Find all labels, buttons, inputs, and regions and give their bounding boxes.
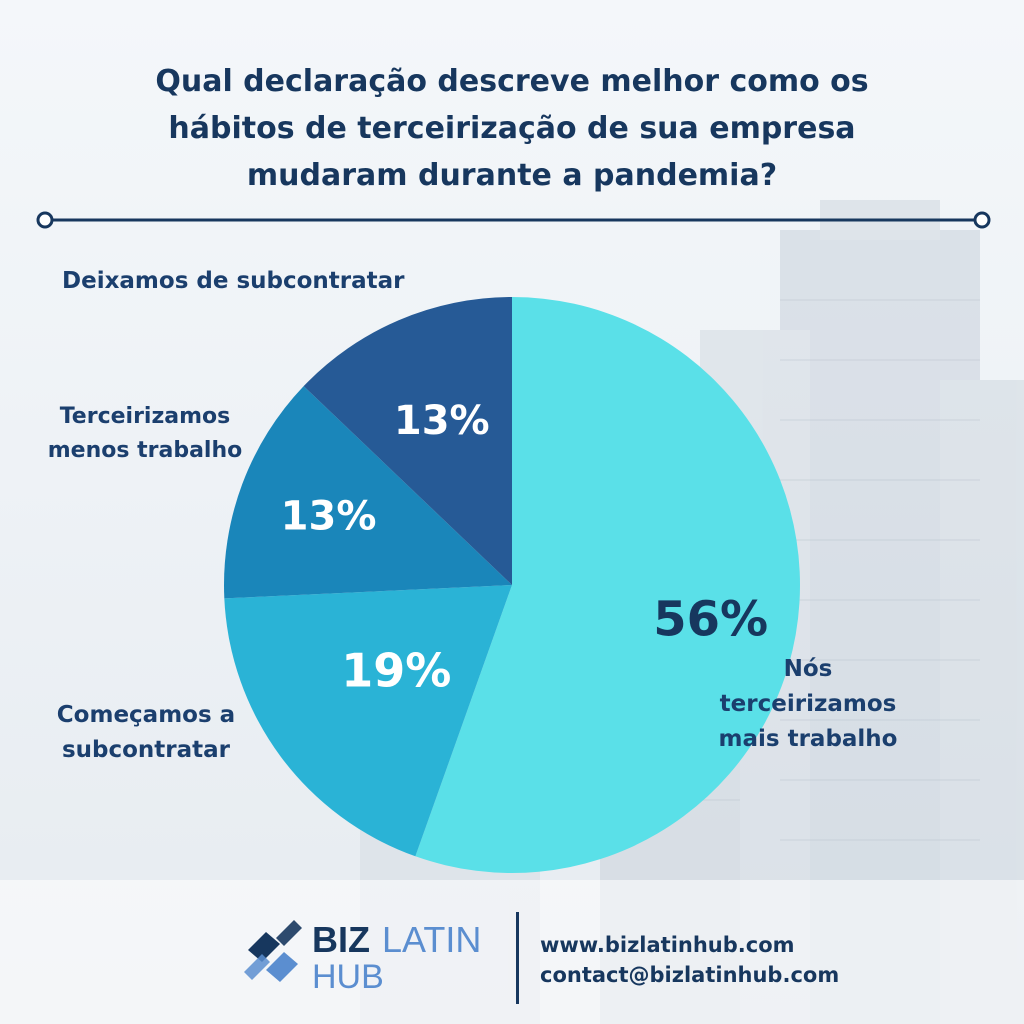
logo-latin: LATIN bbox=[382, 919, 481, 960]
chart-title: Qual declaração descreve melhor como os … bbox=[112, 58, 912, 199]
pie-value-labels: 56% 19% 13% 13% bbox=[281, 398, 768, 698]
label-nos-terceirizamos: Nós terceirizamos mais trabalho bbox=[690, 652, 926, 757]
label-comecamos-line-1: Começamos a bbox=[56, 702, 236, 728]
label-comecamos-line-2: subcontratar bbox=[61, 737, 231, 763]
pie-value-label-1: 19% bbox=[341, 644, 451, 698]
pie-slice-3 bbox=[303, 297, 512, 585]
label-terceirizamos-menos: Terceirizamos menos trabalho bbox=[40, 400, 250, 468]
label-nos-line-1: Nós bbox=[783, 656, 833, 682]
label-menos-line-2: menos trabalho bbox=[47, 438, 243, 463]
label-deixamos: Deixamos de subcontratar bbox=[62, 268, 405, 294]
pie-slice-0 bbox=[415, 297, 800, 873]
divider-left-dot bbox=[36, 211, 54, 229]
label-nos-line-2: terceirizamos bbox=[719, 691, 897, 717]
pie-value-label-0: 56% bbox=[653, 591, 768, 647]
footer-separator bbox=[516, 912, 519, 1004]
title-line-1: Qual declaração descreve melhor como os bbox=[155, 64, 869, 99]
pie-value-label-3: 13% bbox=[394, 398, 490, 444]
email-link[interactable]: contact@bizlatinhub.com bbox=[540, 963, 840, 987]
pie-slice-1 bbox=[224, 585, 512, 857]
title-line-3: mudaram durante a pandemia? bbox=[246, 158, 778, 193]
logo-mark-icon bbox=[244, 920, 302, 982]
title-divider bbox=[36, 211, 991, 229]
logo-biz: BIZ bbox=[312, 919, 370, 960]
website-link[interactable]: www.bizlatinhub.com bbox=[540, 933, 795, 957]
pie-value-label-2: 13% bbox=[281, 493, 377, 539]
pie-slices bbox=[224, 297, 800, 873]
label-menos-line-1: Terceirizamos bbox=[59, 404, 231, 429]
label-comecamos: Começamos a subcontratar bbox=[46, 698, 246, 768]
pie-slice-2 bbox=[224, 386, 512, 599]
logo-hub: HUB bbox=[312, 958, 384, 996]
label-nos-line-3: mais trabalho bbox=[718, 726, 898, 752]
bizlatinhub-logo: BIZ LATIN HUB bbox=[244, 919, 481, 996]
divider-right-dot bbox=[973, 211, 991, 229]
title-line-2: hábitos de terceirização de sua empresa bbox=[168, 111, 856, 146]
